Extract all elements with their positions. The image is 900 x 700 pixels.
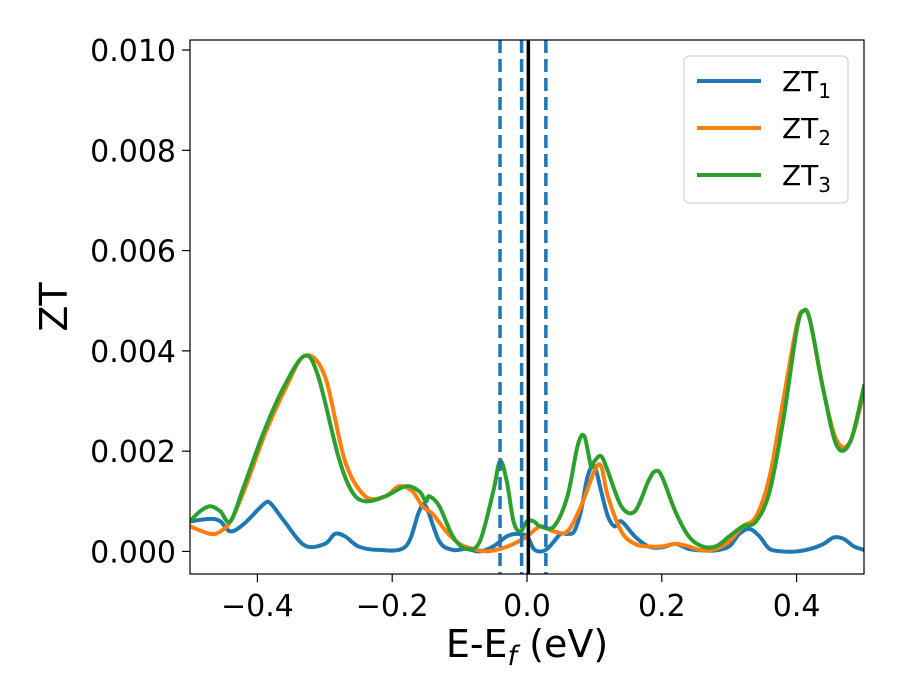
legend-label-zt1: ZT1 (782, 65, 831, 103)
series-line-zt2 (190, 308, 864, 554)
x-tick-label: −0.2 (356, 589, 429, 624)
vertical-lines-layer (498, 40, 548, 574)
x-tick-label: 0.4 (773, 589, 821, 624)
y-tick-label: 0.010 (90, 34, 176, 69)
x-tick-label: 0.0 (503, 589, 551, 624)
y-tick-label: 0.008 (90, 134, 176, 169)
y-tick-label: 0.002 (90, 435, 176, 470)
y-axis-ticks: 0.000 0.002 0.004 0.006 0.008 0.010 (90, 34, 190, 570)
legend-frame (683, 55, 849, 204)
legend-label-zt2: ZT2 (782, 112, 831, 150)
legend-label-zt3: ZT3 (782, 159, 831, 197)
series-layer (190, 307, 864, 554)
legend: ZT1 ZT2 ZT3 (683, 55, 849, 204)
x-axis-label: E-Ef (eV) (446, 622, 608, 672)
y-axis-label: ZT (32, 282, 76, 332)
y-tick-label: 0.006 (90, 235, 176, 270)
y-tick-label: 0.000 (90, 535, 176, 570)
y-tick-label: 0.004 (90, 335, 176, 370)
x-tick-label: 0.2 (638, 589, 686, 624)
x-tick-label: −0.4 (221, 589, 294, 624)
x-axis-ticks: −0.4 −0.2 0.0 0.2 0.4 (221, 574, 820, 624)
series-line-zt3 (190, 307, 864, 552)
